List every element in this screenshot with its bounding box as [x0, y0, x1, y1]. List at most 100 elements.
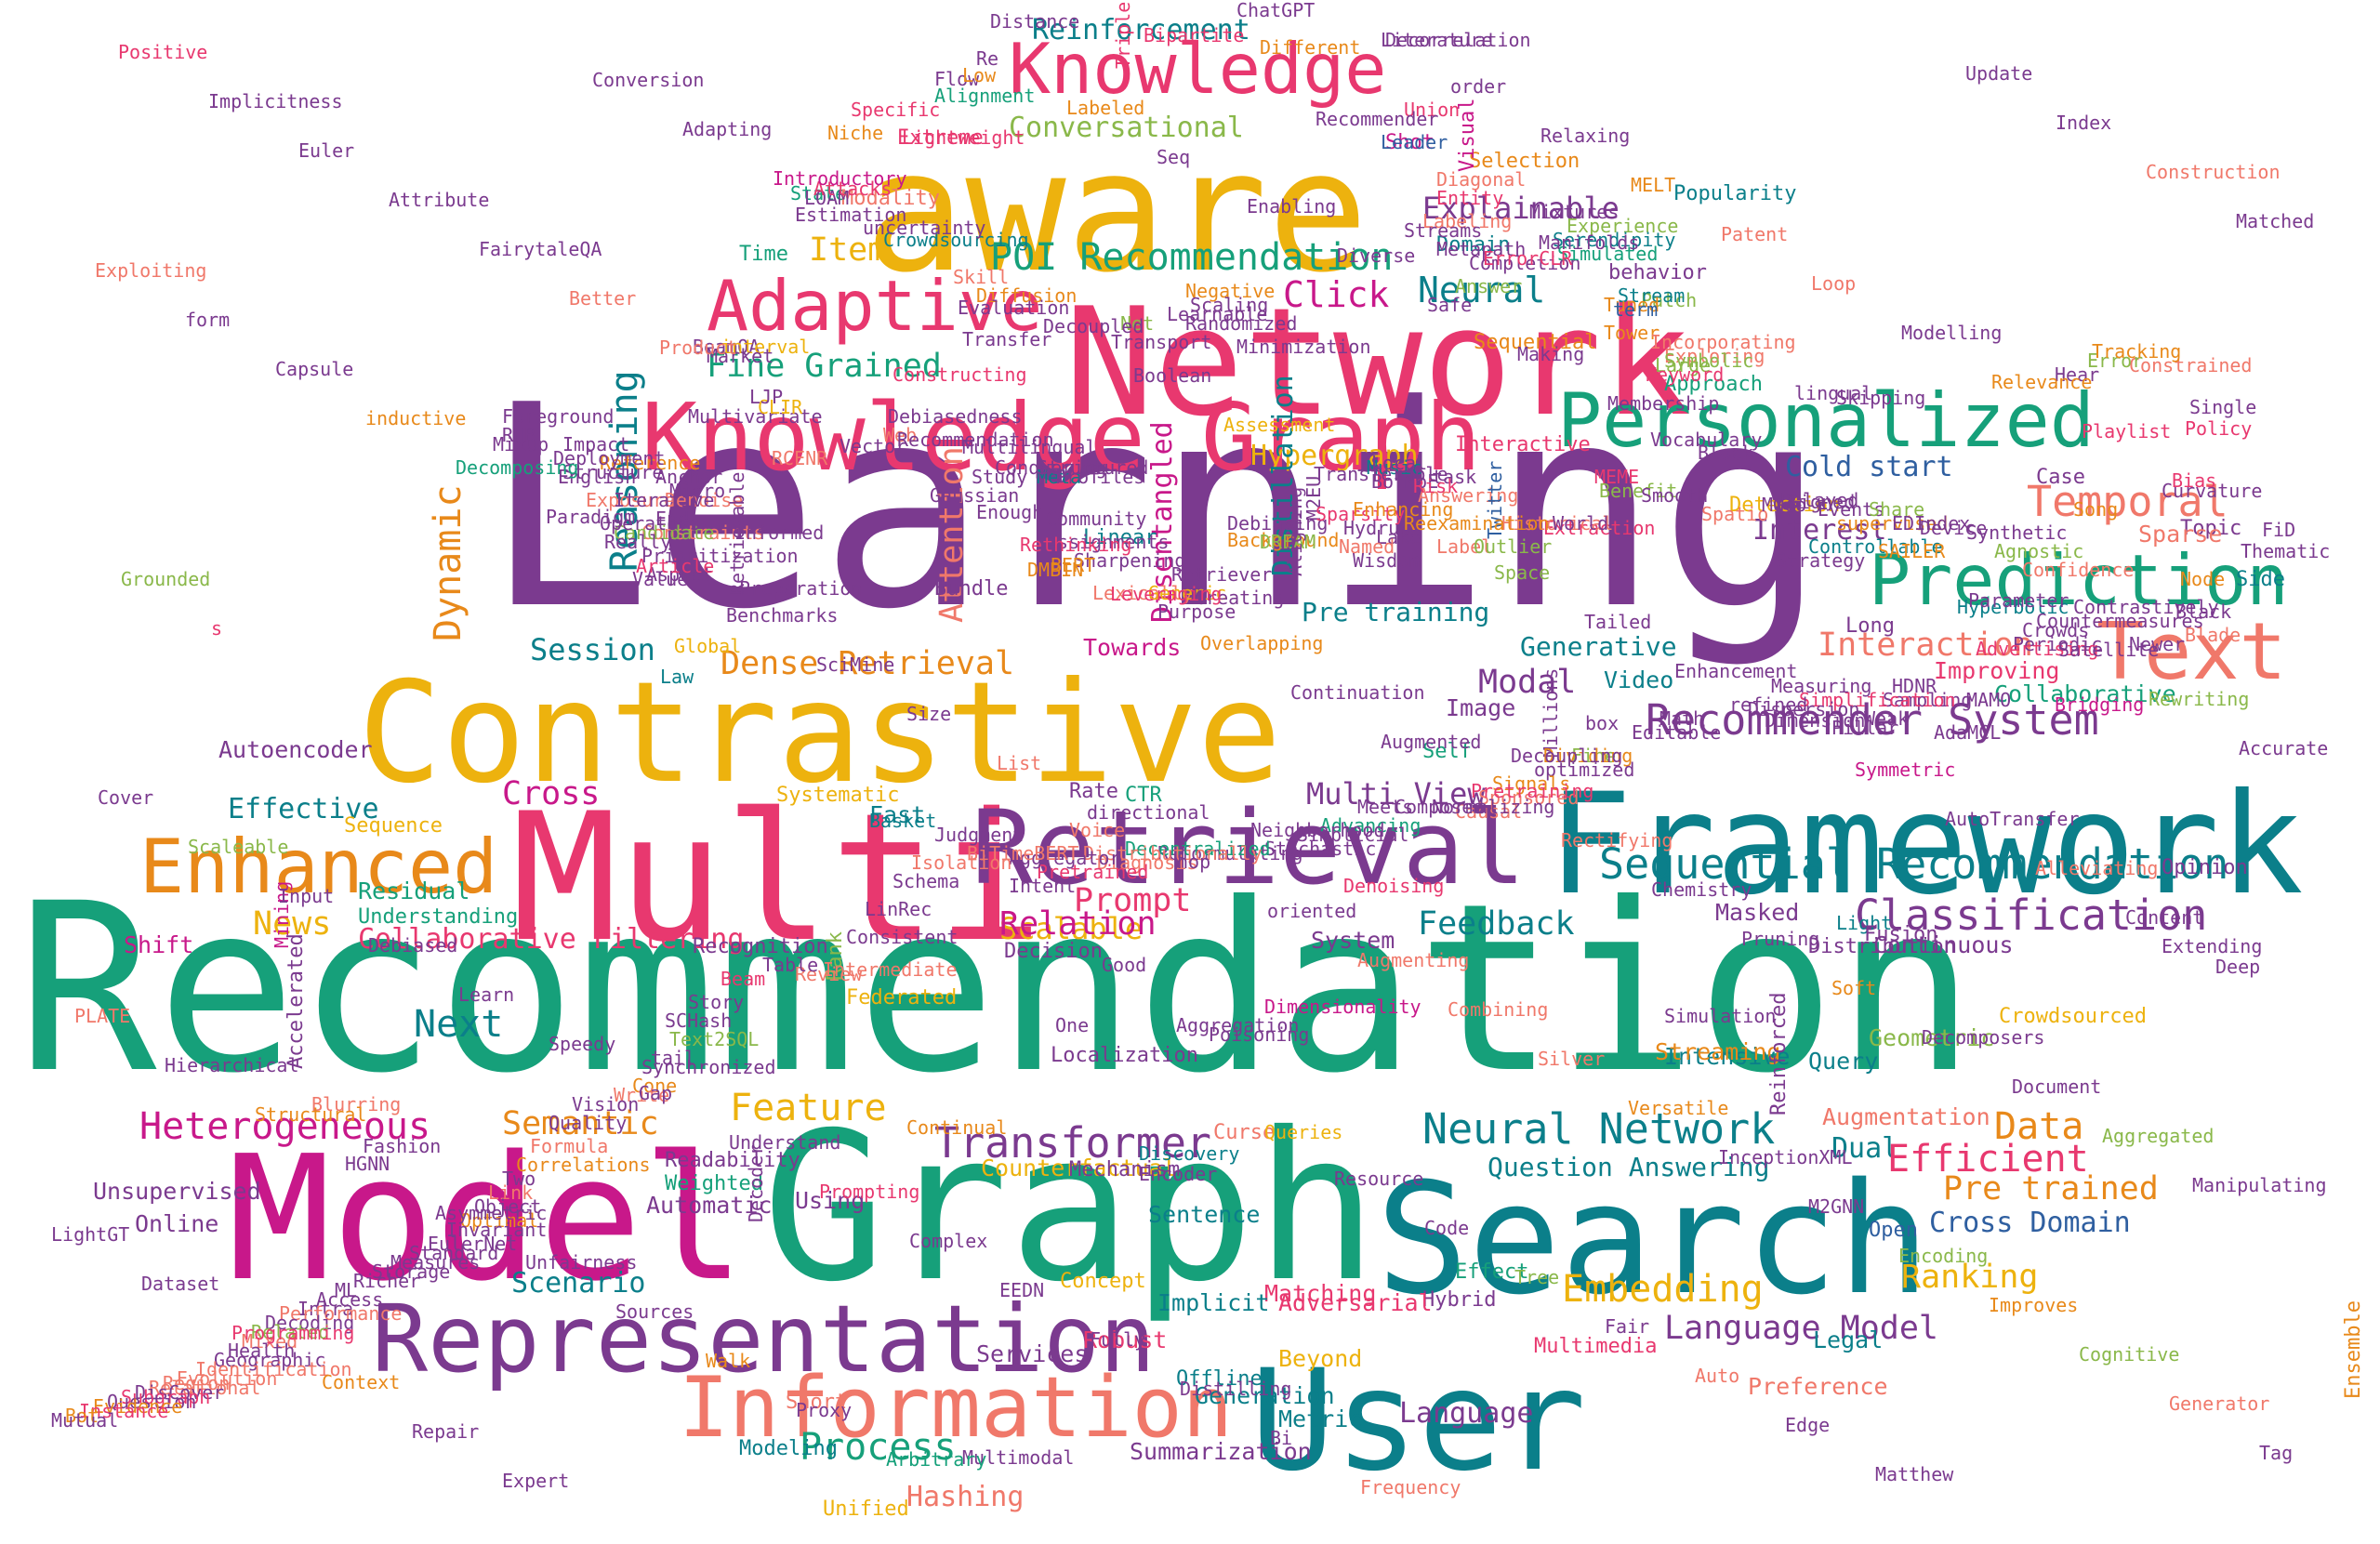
word-vision: Vision [572, 1093, 639, 1115]
word-reformulating: Reformulating [1157, 842, 1303, 864]
word-music: Music [1367, 456, 1422, 479]
word-transport: Transport [1111, 331, 1211, 353]
word-interest: Interest [1752, 514, 1887, 547]
word-ctr: CTR [1125, 784, 1162, 807]
word-leader: Leader [1381, 131, 1448, 153]
word-keyword: Keyword [1646, 363, 1724, 386]
word-resource: Resource [1334, 1168, 1423, 1190]
word-cold-start: Cold start [1785, 451, 1953, 483]
word-basket: Basket [869, 810, 936, 832]
word-inceptionxml: InceptionXML [1718, 1146, 1853, 1168]
word-fast: Fast [869, 801, 925, 828]
word-collaborative: Collaborative [1994, 680, 2176, 707]
word-mechanism: Mechanism [1069, 1158, 1180, 1181]
word-learnable: Learnable [1167, 303, 1267, 325]
word-sequential-recommendation: Sequential Recommendation [1599, 839, 2228, 889]
word-extreme: Extreme [897, 126, 984, 150]
word-oriented: oriented [1267, 900, 1356, 922]
word-popularity: Popularity [1673, 182, 1796, 205]
word-parameter: Parameter [1968, 589, 2069, 612]
word-curvature: Curvature [2162, 480, 2262, 502]
word-storage: Storage [372, 1260, 450, 1283]
word-inductive: inductive [365, 407, 466, 429]
word-size: Size [906, 703, 951, 725]
word-ljp: LJP [749, 386, 783, 408]
word-weak: Weak [1864, 707, 1909, 730]
word-spatio: Spatio [1701, 503, 1768, 525]
word-scimine: SciMine [816, 653, 894, 676]
word-modality: Modality [841, 187, 940, 210]
word-augmentation: Augmentation [1822, 1103, 1990, 1130]
word-time: Time [739, 243, 788, 266]
word-interval: interval [721, 336, 810, 358]
word-dimensionality: Dimensionality [1264, 996, 1421, 1018]
word-scaling: Scaling [1190, 294, 1268, 316]
word-judgment: Judgment [934, 824, 1024, 846]
word-really: Really [604, 531, 671, 553]
word-short: Short [786, 1391, 847, 1414]
word-model: Model [228, 1118, 746, 1319]
word-enough: Enough [976, 501, 1043, 523]
word-rectifying: Rectifying [1561, 829, 1673, 851]
word-metapath: Metapath [1436, 238, 1526, 260]
word-continuous: Continuous [1873, 931, 2014, 958]
word-metric: Metric [1278, 1405, 1362, 1432]
word-market: Market [707, 345, 774, 367]
word-background: Background [1227, 529, 1339, 551]
word-domain: Domain [1436, 233, 1510, 257]
word-schash: SCHash [665, 1010, 732, 1032]
word-preparation: Preparation [739, 577, 862, 600]
word-language: Language [1399, 1397, 1534, 1430]
word-scalable: Scalable [999, 911, 1143, 946]
word-twitter: Twitter [1484, 461, 1506, 539]
word-policy: Policy [2185, 417, 2252, 440]
word-feature: Feature [730, 1087, 887, 1129]
word-synchronized: Synchronized [641, 1056, 776, 1078]
word-dataset: Dataset [141, 1273, 219, 1295]
word-impact: Impact [562, 433, 629, 455]
word-sequential: Sequential [1474, 331, 1596, 354]
word-exposure: Exposure [586, 489, 675, 511]
word-transfer: Transfer [962, 328, 1051, 350]
word-completion: Completion [1469, 252, 1580, 274]
word-pillar: Pillar [1831, 717, 1898, 739]
word-unfairness: Unfairness [525, 1251, 637, 1273]
word-aspect: Aspect [646, 563, 713, 586]
word-delayed: Delayed [1780, 489, 1858, 511]
word-richer: Richer [353, 1270, 420, 1292]
word-recommender-system: Recommender System [1646, 695, 2099, 745]
word-structured: Structured [1037, 456, 1148, 479]
word-input: Input [278, 885, 334, 907]
word-programming: Programming [231, 1322, 354, 1344]
word-systematic: Systematic [776, 784, 899, 807]
word-formula: Formula [530, 1135, 608, 1157]
word-combining: Combining [1448, 998, 1548, 1021]
word-generic: Generic [1148, 582, 1226, 604]
word-directional: directional [1087, 801, 1210, 824]
word-question: Question [107, 1391, 196, 1413]
word-negative: Negative [1185, 280, 1275, 302]
word-leveraging: Leveraging [1110, 583, 1222, 605]
word-continual: Continual [906, 1116, 1007, 1139]
word-open: Open [1869, 1219, 1918, 1242]
word-link: Link [488, 1181, 533, 1204]
word-informed: Informed [734, 521, 824, 544]
word-topic: Topic [2180, 517, 2241, 540]
word-silver: Silver [1538, 1048, 1605, 1070]
word-effect: Effect [1455, 1260, 1528, 1284]
word-assessment: Assessment [1223, 414, 1335, 436]
word-foreground: Foreground [502, 405, 614, 428]
word-sampling: Sampling [1883, 689, 1972, 711]
word-boolean: Boolean [1133, 364, 1211, 387]
word-value: Value [632, 568, 688, 590]
word-denoising: Denoising [1343, 875, 1444, 897]
word-conquering: Conquering [995, 456, 1106, 479]
word-literature: Literature [1381, 29, 1492, 51]
word-temporal: Temporal [2027, 477, 2228, 526]
word-single: Single [2189, 396, 2256, 418]
word-hybrid: Hybrid [1422, 1288, 1496, 1312]
word-dream: DREAM [1260, 531, 1316, 553]
word-deep: Deep [2215, 956, 2260, 978]
word-search: Search [1376, 1150, 1930, 1328]
word-refined: refined [1729, 693, 1807, 716]
